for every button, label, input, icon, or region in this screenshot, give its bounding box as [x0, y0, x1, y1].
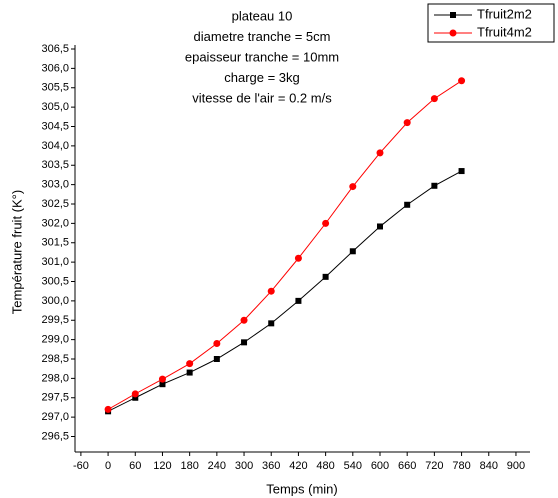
marker: [295, 297, 302, 304]
marker: [268, 320, 275, 327]
marker: [349, 183, 357, 191]
marker: [158, 375, 166, 383]
marker: [186, 369, 193, 376]
x-tick-label: 0: [105, 460, 111, 472]
x-tick-label: 660: [398, 460, 416, 472]
y-tick-label: 306,5: [41, 43, 69, 55]
y-tick-label: 301,0: [41, 256, 69, 268]
y-tick-label: 297,0: [41, 411, 69, 423]
y-tick-label: 299,0: [41, 334, 69, 346]
y-tick-label: 305,0: [41, 101, 69, 113]
marker: [403, 119, 411, 127]
y-axis-title: Température fruit (K°): [9, 190, 24, 314]
x-tick-label: 540: [344, 460, 362, 472]
marker: [267, 287, 275, 295]
y-tick-label: 305,5: [41, 82, 69, 94]
annotation: vitesse de l'air = 0.2 m/s: [192, 90, 332, 105]
y-tick-label: 301,5: [41, 237, 69, 249]
marker: [349, 248, 356, 255]
y-tick-label: 299,5: [41, 314, 69, 326]
marker: [104, 405, 112, 413]
legend-label: Tfruit2m2: [477, 6, 532, 21]
marker: [186, 360, 194, 368]
series-line: [107, 80, 462, 410]
marker: [376, 223, 383, 230]
y-tick-label: 303,5: [41, 159, 69, 171]
legend-box: [427, 3, 555, 43]
marker: [376, 149, 384, 157]
y-tick-label: 300,5: [41, 275, 69, 287]
y-tick-label: 296,5: [41, 430, 69, 442]
y-tick-label: 306,0: [41, 62, 69, 74]
annotation: charge = 3kg: [224, 70, 300, 85]
legend-label: Tfruit4m2: [477, 24, 532, 39]
y-tick-label: 304,5: [41, 120, 69, 132]
marker: [450, 12, 456, 18]
y-tick-label: 302,5: [41, 198, 69, 210]
marker: [431, 182, 438, 189]
marker: [159, 381, 166, 388]
x-axis-title: Temps (min): [266, 481, 338, 496]
x-tick-label: 240: [208, 460, 226, 472]
x-tick-label: 300: [235, 460, 253, 472]
x-tick-label: 600: [371, 460, 389, 472]
marker: [131, 390, 139, 398]
x-tick-label: 420: [289, 460, 307, 472]
y-tick-label: 304,0: [41, 140, 69, 152]
x-tick-label: 180: [180, 460, 198, 472]
x-tick-label: 720: [425, 460, 443, 472]
marker: [322, 219, 330, 227]
marker: [458, 77, 466, 85]
x-tick-label: 60: [129, 460, 141, 472]
x-tick-label: -60: [73, 460, 89, 472]
y-tick-label: 298,5: [41, 353, 69, 365]
x-tick-label: 120: [153, 460, 171, 472]
marker: [449, 29, 457, 37]
y-tick-label: 302,0: [41, 217, 69, 229]
x-tick-label: 480: [316, 460, 334, 472]
series-line: [107, 170, 462, 412]
marker: [132, 394, 139, 401]
x-tick-label: 900: [507, 460, 525, 472]
marker: [240, 316, 248, 324]
marker: [213, 340, 221, 347]
marker: [404, 201, 411, 208]
y-tick-label: 298,0: [41, 372, 69, 384]
annotation: plateau 10: [232, 8, 293, 23]
x-tick-label: 840: [480, 460, 498, 472]
annotation: epaisseur tranche = 10mm: [185, 49, 339, 64]
marker: [430, 95, 438, 103]
y-tick-label: 297,5: [41, 392, 69, 404]
marker: [322, 273, 329, 280]
marker: [294, 254, 302, 262]
y-tick-label: 303,0: [41, 179, 69, 191]
marker: [241, 339, 248, 346]
annotation: diametre tranche = 5cm: [194, 29, 331, 44]
y-tick-label: 300,0: [41, 295, 69, 307]
marker: [458, 168, 465, 175]
x-tick-label: 360: [262, 460, 280, 472]
marker: [213, 356, 220, 362]
x-tick-label: 780: [452, 460, 470, 472]
